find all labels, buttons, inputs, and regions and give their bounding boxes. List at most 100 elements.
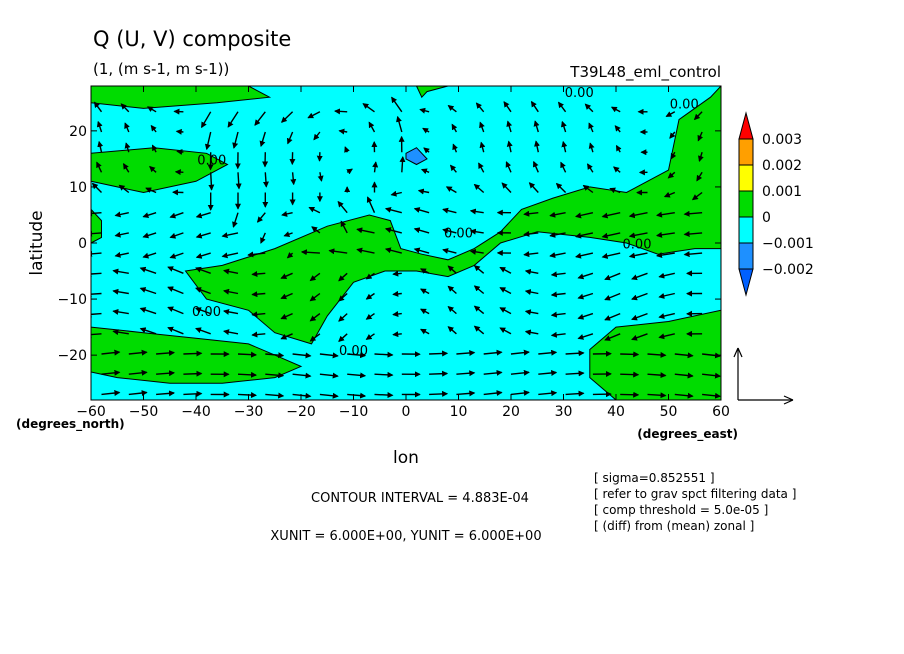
wind-vector xyxy=(338,333,348,342)
wind-vector xyxy=(533,120,540,133)
wind-vector xyxy=(91,331,102,338)
unit-vectors-text: XUNIT = 6.000E+00, YUNIT = 6.000E+00 xyxy=(270,529,541,544)
contour-label-4: 0.00 xyxy=(623,238,652,253)
reference-vector xyxy=(733,347,794,405)
wind-vector xyxy=(124,122,130,133)
wind-vector xyxy=(123,163,130,173)
wind-vector xyxy=(139,287,157,295)
wind-vector xyxy=(120,103,130,113)
wind-vector xyxy=(558,101,567,113)
wind-vector xyxy=(601,212,621,219)
wind-vector xyxy=(93,101,103,113)
wind-vector xyxy=(604,333,621,341)
wind-vector xyxy=(584,103,594,113)
colorbar-label: 0 xyxy=(762,210,771,226)
wind-vector xyxy=(449,164,457,173)
colorbar-swatch xyxy=(738,138,754,166)
wind-vector xyxy=(697,131,704,142)
wind-vector xyxy=(237,392,257,399)
wind-vector xyxy=(283,231,293,237)
wind-vector xyxy=(565,390,585,397)
wind-vector xyxy=(145,187,157,194)
wind-vector xyxy=(223,268,239,275)
wind-vector xyxy=(538,390,558,397)
wind-vector xyxy=(582,184,594,194)
wind-vector xyxy=(118,184,130,194)
wind-vector xyxy=(665,111,676,118)
colorbar-top-triangle xyxy=(738,111,754,140)
wind-vector xyxy=(97,140,104,153)
contour-labels: 0.00 0.00 0.00 0.00 0.00 0.00 0.00 xyxy=(192,86,699,359)
colorbar-label: 0.003 xyxy=(762,132,802,148)
wind-vector xyxy=(447,305,457,315)
wind-vector xyxy=(560,120,567,133)
contour-label-0: 0.00 xyxy=(565,86,594,101)
wind-vector xyxy=(232,131,239,149)
x-tick-label: 10 xyxy=(450,404,468,420)
wind-vector xyxy=(549,252,566,259)
wind-vector xyxy=(221,252,239,259)
wind-vector xyxy=(575,252,594,259)
wind-vector xyxy=(399,156,406,173)
x-tick-label: 20 xyxy=(502,404,520,420)
wind-vector xyxy=(281,210,293,217)
wind-vector xyxy=(227,111,239,128)
colorbar-label: −0.001 xyxy=(762,236,814,252)
contour-label-3: 0.00 xyxy=(444,226,473,241)
wind-vector xyxy=(524,329,539,336)
wind-vector xyxy=(452,143,458,153)
wind-vector xyxy=(96,161,103,173)
wind-vector xyxy=(530,100,539,113)
wind-vector xyxy=(658,333,675,340)
y-axis-label: latitude xyxy=(27,210,47,275)
wind-vector xyxy=(156,370,175,377)
wind-vector xyxy=(506,120,513,133)
contour-label-6: 0.00 xyxy=(339,344,368,359)
wind-vector xyxy=(577,333,594,340)
wind-vector xyxy=(223,288,239,295)
wind-vector xyxy=(139,307,157,315)
wind-vector xyxy=(91,311,102,318)
wind-vector xyxy=(469,248,484,255)
wind-vector xyxy=(575,232,594,239)
wind-vector xyxy=(114,231,129,238)
info-line: [ comp threshold = 5.0e-05 ] xyxy=(594,503,768,517)
wind-vector xyxy=(601,232,621,239)
colorbar-label: 0.002 xyxy=(762,158,802,174)
colorbar-bottom-triangle xyxy=(738,268,754,297)
wind-vector xyxy=(347,372,367,379)
wind-vector xyxy=(524,309,539,316)
wind-vector xyxy=(338,128,348,135)
wind-vector xyxy=(96,120,103,133)
wind-vector xyxy=(550,311,566,318)
wind-vector xyxy=(523,251,539,258)
wind-vector xyxy=(311,226,321,234)
wind-vector xyxy=(337,200,348,214)
wind-vector xyxy=(429,390,449,397)
wind-vector xyxy=(550,331,566,338)
wind-vector xyxy=(577,312,594,320)
wind-vector xyxy=(319,372,339,379)
wind-vector xyxy=(447,104,457,113)
wind-vector xyxy=(413,227,430,234)
wind-vector xyxy=(232,212,239,228)
wind-vector xyxy=(601,252,621,259)
wind-vector xyxy=(300,249,320,256)
wind-vector xyxy=(262,172,269,188)
contour-interval-text: CONTOUR INTERVAL = 4.883E-04 xyxy=(311,491,529,506)
wind-vector xyxy=(204,131,212,151)
wind-vector xyxy=(524,289,539,295)
contour-label-2: 0.00 xyxy=(197,154,226,169)
wind-vector xyxy=(473,325,485,335)
wind-vector xyxy=(384,227,402,234)
wind-vector xyxy=(346,168,353,175)
wind-vector xyxy=(420,168,430,175)
wind-vector xyxy=(347,392,367,399)
colorbar-swatch xyxy=(738,216,754,244)
wind-vector xyxy=(169,232,184,239)
wind-vector xyxy=(366,196,376,213)
wind-vector xyxy=(473,265,485,274)
wind-vector xyxy=(604,312,621,321)
